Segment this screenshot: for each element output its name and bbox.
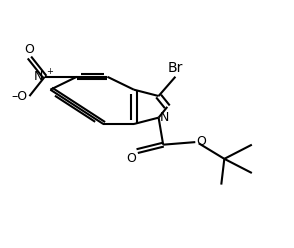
Text: O: O (197, 135, 207, 148)
Text: Br: Br (168, 62, 183, 75)
Text: +: + (46, 66, 53, 76)
Text: N: N (160, 111, 169, 124)
Text: O: O (24, 43, 34, 56)
Text: O: O (126, 152, 136, 165)
Text: –O: –O (12, 90, 28, 103)
Text: N: N (34, 70, 43, 83)
